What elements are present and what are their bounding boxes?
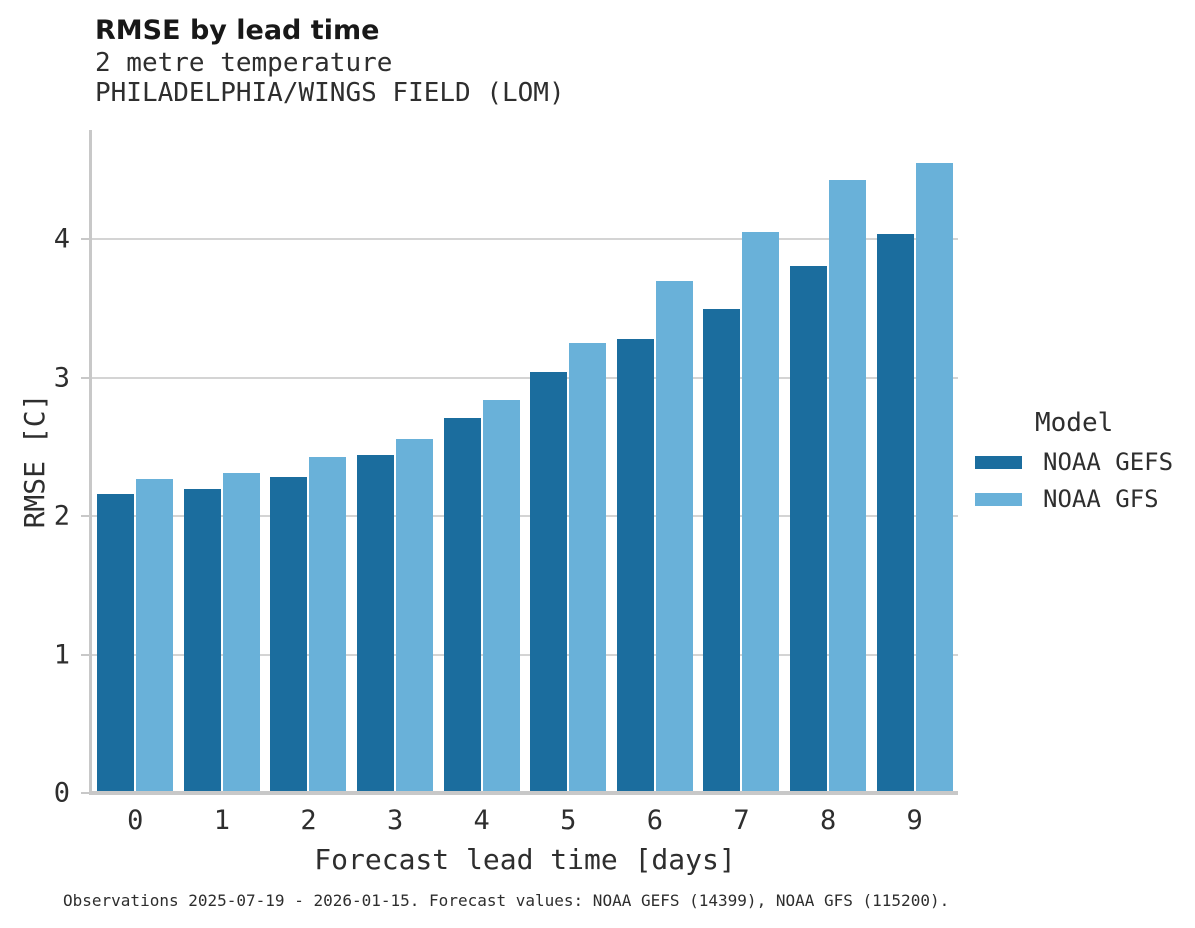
bar-noaa-gefs-day-6 xyxy=(616,339,654,793)
bar-noaa-gfs-day-4 xyxy=(482,399,520,793)
y-tick-label-1: 1 xyxy=(53,639,70,671)
x-tick-label-1: 1 xyxy=(213,805,231,836)
legend-entry-noaa-gfs: NOAA GFS xyxy=(975,485,1173,513)
x-tick-label-7: 7 xyxy=(733,805,750,836)
chart-subtitle-variable: 2 metre temperature xyxy=(95,48,393,78)
x-tick-label-9: 9 xyxy=(906,805,923,836)
bar-noaa-gfs-day-3 xyxy=(396,438,434,793)
y-axis-tick-0 xyxy=(81,792,89,794)
bar-group-day-8 xyxy=(785,130,872,793)
legend-entry-noaa-gefs: NOAA GEFS xyxy=(975,448,1173,476)
bar-noaa-gfs-day-9 xyxy=(915,163,953,793)
y-tick-label-2: 2 xyxy=(53,500,70,532)
x-tick-label-5: 5 xyxy=(560,805,577,836)
gridline-y-4 xyxy=(92,238,958,241)
y-axis-tick-4 xyxy=(81,238,89,241)
legend-swatch-noaa-gfs xyxy=(975,492,1022,506)
x-tick-label-0: 0 xyxy=(127,805,144,836)
bar-group-day-1 xyxy=(179,130,266,793)
bar-group-day-4 xyxy=(438,130,525,793)
bar-noaa-gefs-day-4 xyxy=(443,417,481,793)
x-tick-label-4: 4 xyxy=(473,805,490,836)
bar-group-day-0 xyxy=(92,130,179,793)
bar-noaa-gfs-day-5 xyxy=(569,343,607,793)
x-tick-label-2: 2 xyxy=(300,805,317,836)
bar-group-day-3 xyxy=(352,130,439,793)
bar-noaa-gfs-day-7 xyxy=(742,232,780,793)
chart-header: RMSE by lead time 2 metre temperature PH… xyxy=(95,14,565,108)
chart-title: RMSE by lead time xyxy=(95,15,380,46)
y-tick-label-4: 4 xyxy=(53,223,70,255)
chart-subtitle-station: PHILADELPHIA/WINGS FIELD (LOM) xyxy=(95,78,565,108)
bar-noaa-gefs-day-8 xyxy=(790,265,828,793)
bar-noaa-gefs-day-9 xyxy=(876,233,914,793)
gridline-y-3 xyxy=(92,376,958,379)
gridline-y-1 xyxy=(92,653,958,656)
y-tick-label-0: 0 xyxy=(53,777,70,809)
bar-noaa-gfs-day-1 xyxy=(222,473,260,793)
y-axis-title: RMSE [C] xyxy=(18,393,51,529)
legend-label-noaa-gfs: NOAA GFS xyxy=(1043,485,1159,513)
legend-label-noaa-gefs: NOAA GEFS xyxy=(1043,448,1174,476)
bar-group-day-6 xyxy=(612,130,699,793)
bar-noaa-gfs-day-0 xyxy=(136,478,174,793)
y-axis-tick-2 xyxy=(81,515,89,518)
x-tick-label-8: 8 xyxy=(819,805,837,836)
bar-noaa-gefs-day-3 xyxy=(357,455,395,793)
gridline-y-2 xyxy=(92,515,958,518)
x-tick-label-3: 3 xyxy=(386,805,404,836)
y-tick-label-3: 3 xyxy=(53,362,70,394)
bar-group-day-7 xyxy=(698,130,785,793)
bar-group-day-5 xyxy=(525,130,612,793)
y-axis-tick-3 xyxy=(81,376,89,379)
x-axis-title: Forecast lead time [days] xyxy=(314,843,736,876)
legend-title: Model xyxy=(1035,408,1114,438)
bar-noaa-gefs-day-1 xyxy=(183,488,221,793)
legend-entries: NOAA GEFS NOAA GFS xyxy=(975,448,1173,513)
y-axis-line xyxy=(89,130,92,793)
y-axis-tick-1 xyxy=(81,653,89,656)
bar-noaa-gefs-day-7 xyxy=(703,308,741,793)
bar-noaa-gefs-day-5 xyxy=(530,372,568,793)
legend-swatch-noaa-gefs xyxy=(975,455,1022,469)
plot-area: 0 1 2 3 4 0 1 2 3 4 5 6 7 8 9 xyxy=(54,130,958,836)
bar-noaa-gfs-day-6 xyxy=(655,280,693,793)
bar-noaa-gfs-day-8 xyxy=(829,179,867,793)
chart-caption: Observations 2025-07-19 - 2026-01-15. Fo… xyxy=(63,891,950,910)
legend: Model NOAA GEFS NOAA GFS xyxy=(975,408,1173,522)
x-tick-label-6: 6 xyxy=(646,805,664,836)
x-axis-line xyxy=(89,791,958,795)
bar-noaa-gefs-day-2 xyxy=(270,477,308,793)
bar-noaa-gfs-day-2 xyxy=(309,456,347,793)
bar-group-day-2 xyxy=(265,130,352,793)
bar-noaa-gefs-day-0 xyxy=(97,494,135,793)
bar-group-day-9 xyxy=(871,130,958,793)
